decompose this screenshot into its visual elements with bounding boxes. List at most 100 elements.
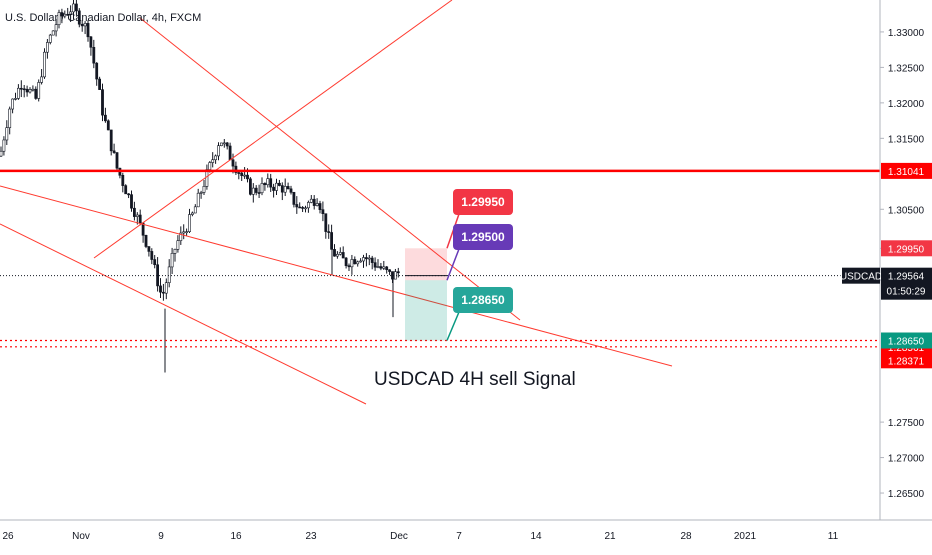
- candle-body: [188, 214, 191, 232]
- candle-body: [364, 257, 368, 260]
- candle-body: [277, 182, 281, 186]
- candle-body: [69, 11, 73, 15]
- stop-loss-label: 1.29950: [461, 195, 505, 209]
- candlestick-series: [0, 0, 400, 373]
- trendline-channel-bottom[interactable]: [0, 223, 367, 405]
- time-tick-label: 23: [305, 531, 317, 542]
- trendline-ascending[interactable]: [93, 0, 453, 259]
- candle-body: [8, 108, 12, 128]
- candle-body: [202, 186, 206, 193]
- price-tick-label: 1.32500: [888, 63, 925, 74]
- candle-body: [234, 165, 238, 173]
- time-tick-label: Dec: [390, 531, 408, 542]
- candle-body: [196, 192, 200, 208]
- price-tick-label: 1.31500: [888, 134, 925, 145]
- candle-body: [228, 145, 232, 161]
- candle-body: [77, 10, 81, 25]
- candle-body: [292, 192, 296, 205]
- candle-body: [312, 198, 316, 206]
- candle-body: [254, 187, 258, 193]
- time-tick-labels: 26 Nov 9 16 23 Dec 7 14 21 28 2021 11: [2, 531, 838, 542]
- candle-body: [338, 252, 342, 255]
- candle-body: [115, 152, 119, 169]
- candle-body: [19, 87, 23, 90]
- candle-body: [280, 185, 284, 193]
- candle-body: [54, 24, 58, 32]
- price-tick-label: 1.32000: [888, 99, 925, 110]
- candle-body: [104, 114, 107, 122]
- price-axis-background: [880, 0, 932, 520]
- trendline-upper-descending[interactable]: [139, 17, 521, 321]
- time-tick-label: 21: [604, 531, 616, 542]
- candle-body: [341, 252, 345, 259]
- candle-body: [11, 98, 15, 110]
- candle-body: [362, 257, 365, 262]
- time-tick-label: 28: [680, 531, 692, 542]
- take-profit-zone[interactable]: [405, 280, 447, 341]
- symbol-badge: [842, 267, 880, 284]
- candle-body: [159, 285, 162, 293]
- candle-body: [60, 12, 64, 17]
- candle-body: [48, 34, 52, 43]
- candle-body: [86, 23, 90, 38]
- candle-body: [144, 234, 148, 247]
- candle-body: [121, 174, 125, 186]
- candle-body: [309, 198, 313, 203]
- candle-body: [75, 3, 78, 12]
- take-profit-label: 1.28650: [461, 293, 505, 307]
- candle-body: [176, 240, 180, 250]
- level-price-label: 1.28371: [888, 356, 925, 367]
- candle-body: [333, 249, 336, 257]
- candle-body: [57, 12, 61, 25]
- price-axis[interactable]: 1.33000 1.32500 1.32000 1.31500 1.30500 1.299…: [840, 0, 932, 520]
- candle-body: [173, 249, 177, 254]
- candle-body: [359, 260, 363, 263]
- candle-body: [370, 257, 374, 263]
- candle-body: [295, 204, 299, 208]
- candle-body: [388, 269, 392, 272]
- axis-price-label: 1.29950: [888, 244, 925, 255]
- candle-body: [356, 261, 360, 265]
- price-tick-label: 1.26500: [888, 489, 925, 500]
- candle-body: [16, 87, 20, 99]
- candle-body: [211, 159, 215, 163]
- candle-body: [283, 186, 287, 193]
- candle-body: [367, 257, 371, 260]
- time-tick-label: 7: [456, 531, 462, 542]
- level-price-badge: [881, 162, 932, 179]
- candle-body: [225, 142, 229, 147]
- candle-body: [164, 282, 168, 294]
- candle-body: [92, 47, 96, 64]
- candle-body: [315, 203, 319, 206]
- candle-body: [124, 185, 128, 195]
- take-profit-callout[interactable]: 1.28650: [446, 287, 513, 341]
- axis-price-label: 1.28650: [888, 337, 925, 348]
- candle-body: [89, 36, 93, 48]
- entry-callout[interactable]: 1.29500: [446, 224, 513, 281]
- bar-countdown: 01:50:29: [887, 287, 926, 298]
- candle-body: [249, 178, 252, 195]
- stop-loss-zone[interactable]: [405, 248, 447, 281]
- candle-body: [304, 207, 307, 210]
- candle-body: [327, 231, 331, 233]
- candle-body: [318, 203, 322, 210]
- time-axis[interactable]: 26 Nov 9 16 23 Dec 7 14 21 28 2021 11: [0, 519, 932, 550]
- candle-body: [231, 159, 235, 167]
- stop-loss-callout[interactable]: 1.29950: [446, 189, 513, 249]
- price-tick-label: 1.27000: [888, 454, 925, 465]
- candle-body: [130, 194, 133, 209]
- signal-annotation[interactable]: USDCAD 4H sell Signal: [374, 369, 576, 390]
- candle-body: [14, 98, 17, 100]
- candle-body: [45, 42, 49, 53]
- level-price-label: 1.31041: [888, 167, 925, 178]
- horizontal-levels: [0, 169, 880, 348]
- candle-body: [335, 253, 339, 257]
- candle-body: [193, 206, 197, 214]
- candle-body: [269, 178, 273, 188]
- short-position-tool[interactable]: [405, 248, 447, 341]
- candle-body: [237, 172, 241, 174]
- candle-body: [167, 266, 171, 283]
- candle-body: [162, 291, 165, 294]
